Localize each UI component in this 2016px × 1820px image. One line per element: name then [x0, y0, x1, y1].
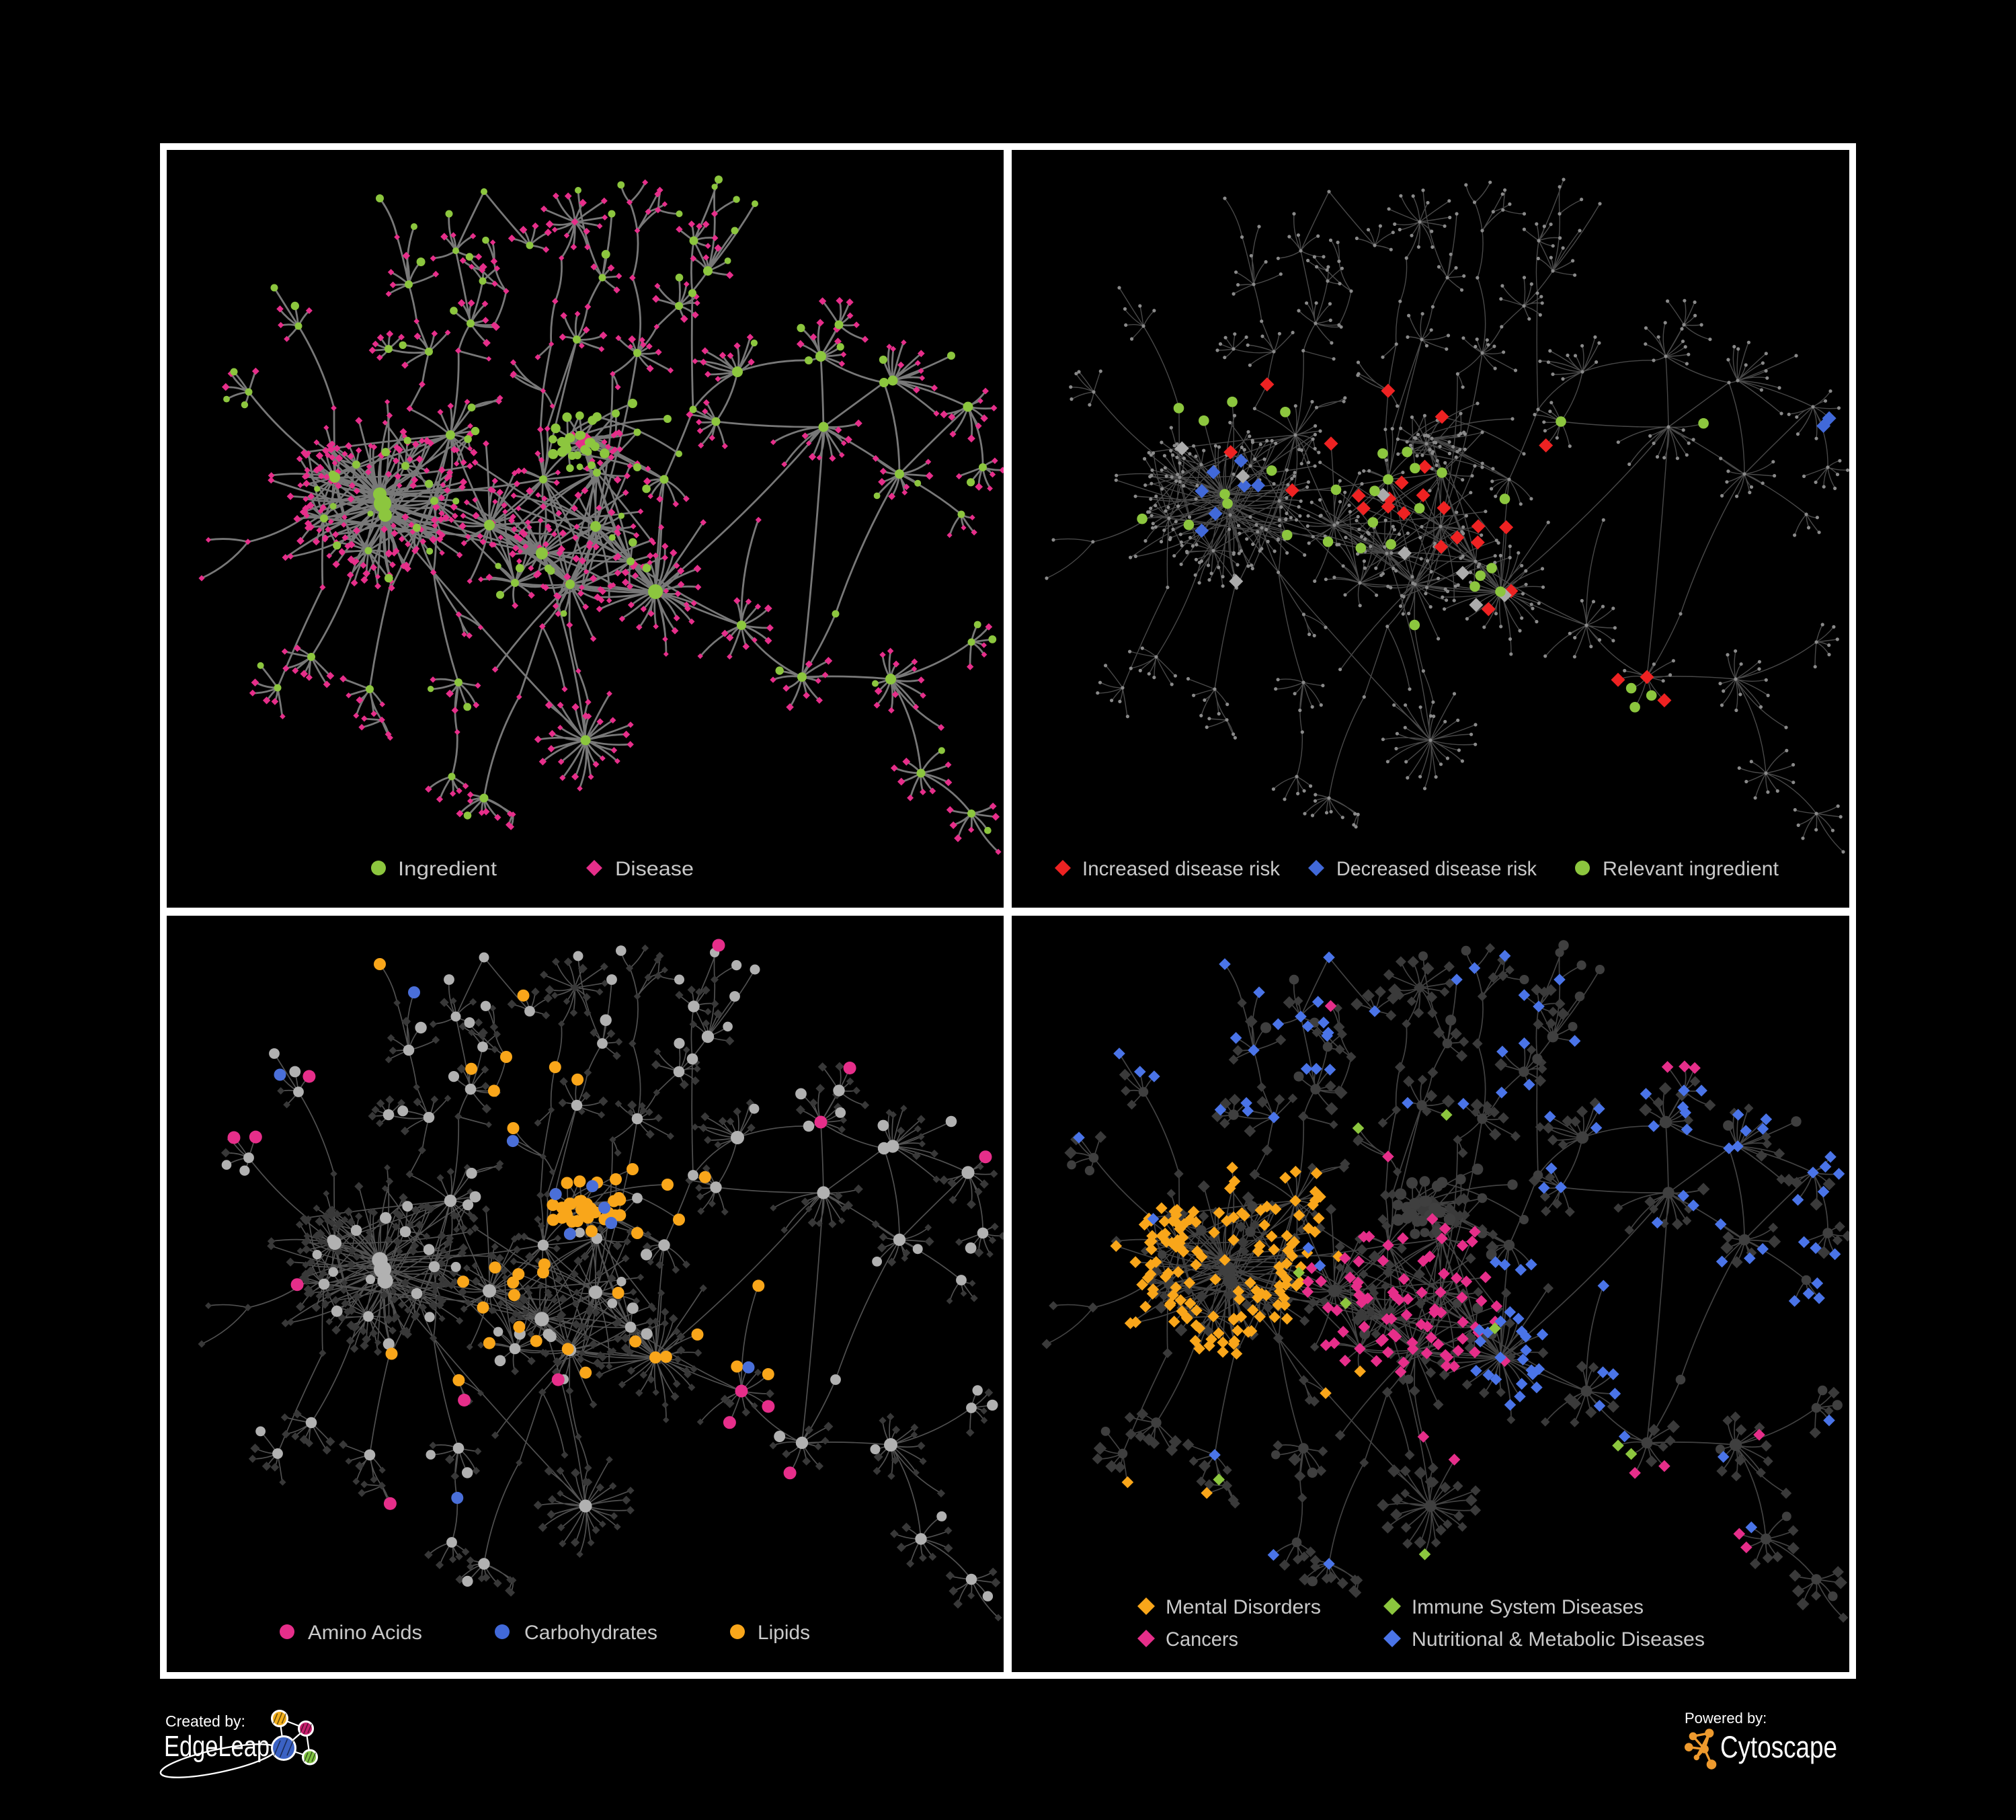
svg-text:Mental Disorders: Mental Disorders — [1166, 1596, 1321, 1618]
svg-text:Relevant ingredient: Relevant ingredient — [1603, 858, 1779, 880]
svg-text:Lipids: Lipids — [758, 1622, 810, 1644]
svg-text:Ingredient: Ingredient — [398, 858, 497, 880]
svg-text:Carbohydrates: Carbohydrates — [524, 1622, 657, 1644]
svg-text:Powered by:: Powered by: — [1685, 1710, 1767, 1727]
svg-text:Cancers: Cancers — [1166, 1628, 1238, 1651]
svg-text:EdgeLeap: EdgeLeap — [164, 1730, 270, 1763]
svg-text:Amino Acids: Amino Acids — [308, 1622, 422, 1644]
svg-text:Created by:: Created by: — [165, 1712, 245, 1730]
svg-text:Increased disease risk: Increased disease risk — [1082, 858, 1281, 880]
svg-text:Nutritional & Metabolic Diseas: Nutritional & Metabolic Diseases — [1412, 1628, 1705, 1651]
svg-text:Disease: Disease — [615, 858, 694, 880]
svg-text:Decreased disease risk: Decreased disease risk — [1336, 858, 1537, 880]
svg-text:Cytoscape: Cytoscape — [1720, 1730, 1837, 1764]
svg-text:Immune System Diseases: Immune System Diseases — [1412, 1596, 1644, 1618]
